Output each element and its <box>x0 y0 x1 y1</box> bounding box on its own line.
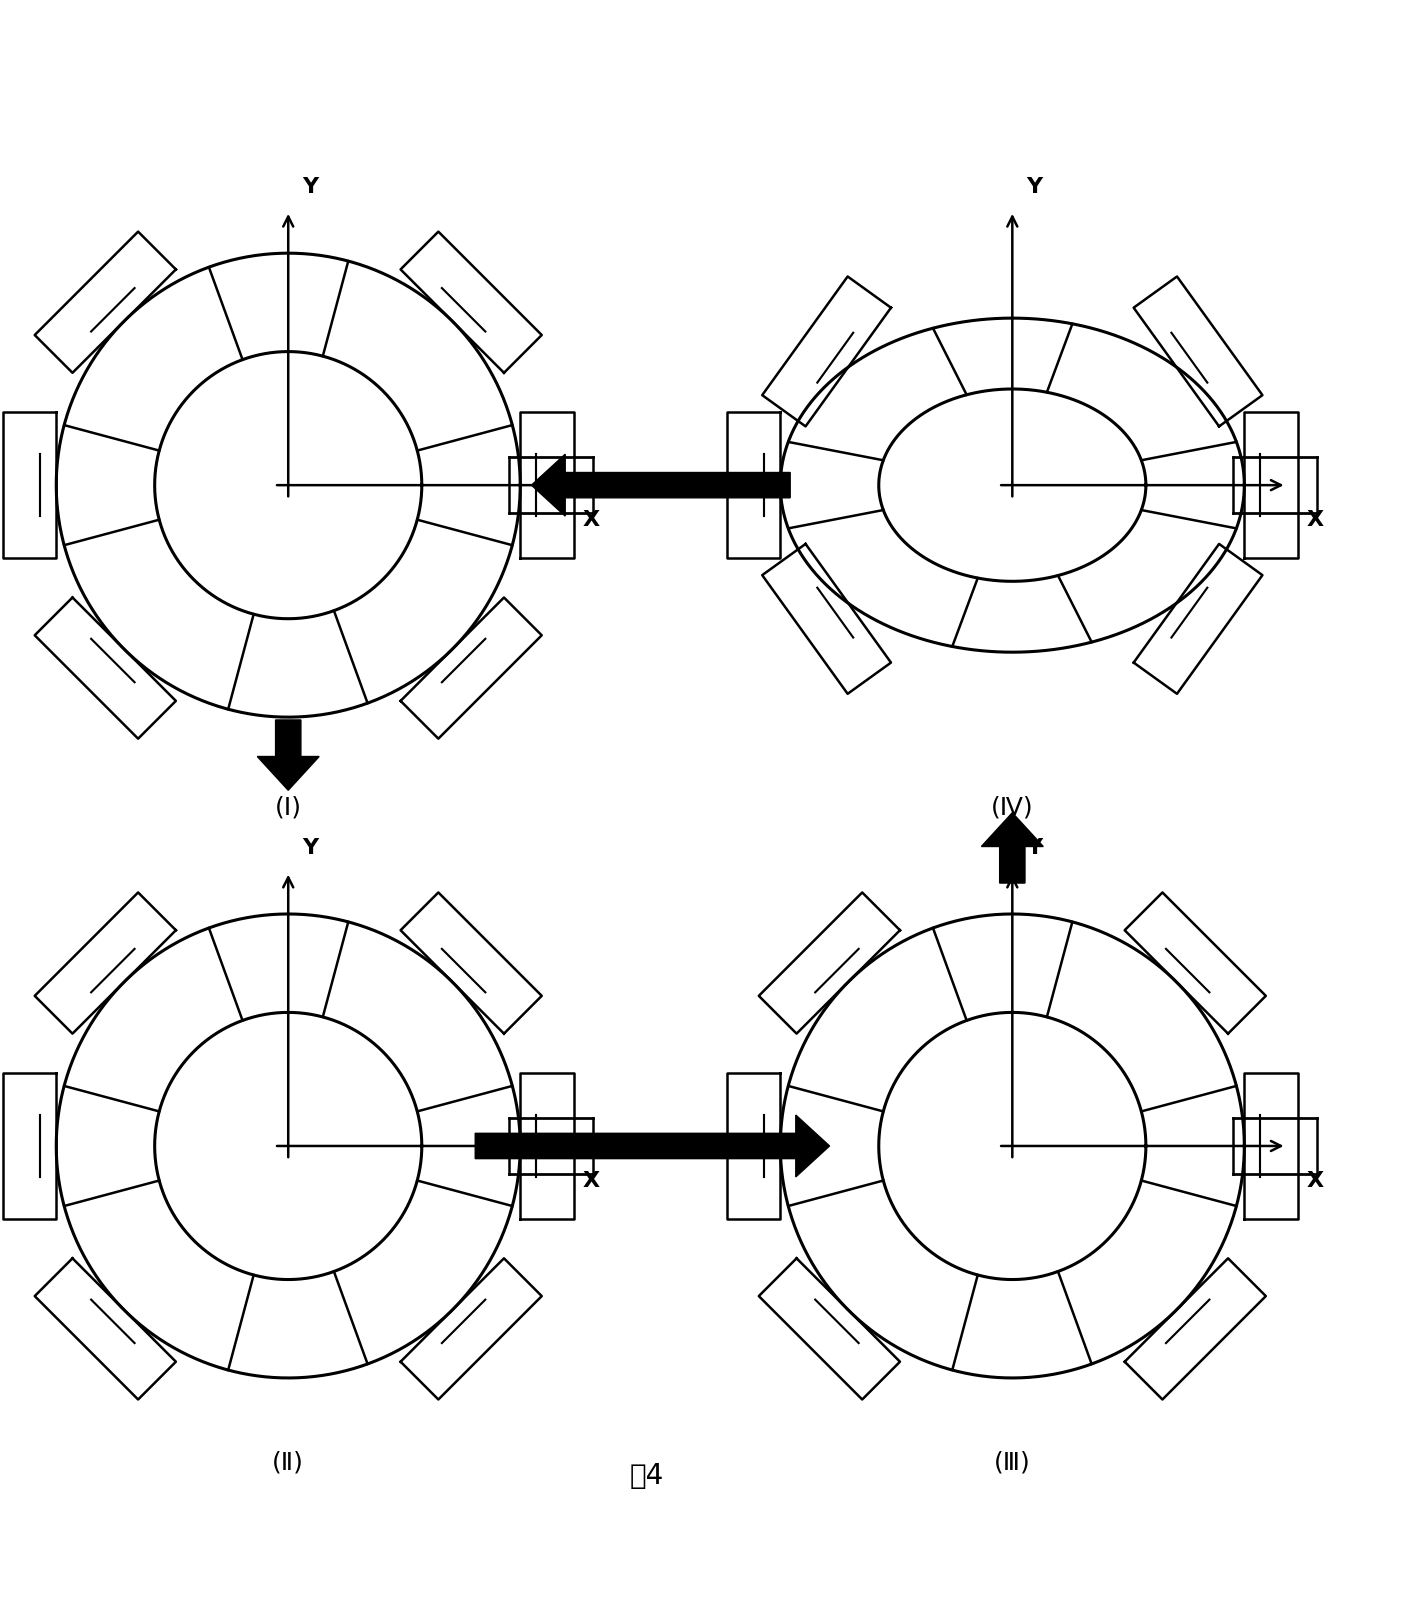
FancyArrow shape <box>475 1116 830 1177</box>
FancyArrow shape <box>531 454 790 516</box>
Text: (Ⅰ): (Ⅰ) <box>274 795 302 819</box>
Text: X: X <box>582 510 599 531</box>
Text: X: X <box>1306 1172 1323 1191</box>
Text: X: X <box>582 1172 599 1191</box>
Text: (Ⅲ): (Ⅲ) <box>994 1451 1031 1475</box>
FancyArrow shape <box>981 813 1043 883</box>
Text: X: X <box>1306 510 1323 531</box>
Text: Y: Y <box>302 838 318 858</box>
Text: (Ⅳ): (Ⅳ) <box>991 795 1033 819</box>
Text: 图4: 图4 <box>630 1462 664 1491</box>
Text: Y: Y <box>302 176 318 197</box>
Text: Y: Y <box>1026 838 1042 858</box>
Text: (Ⅱ): (Ⅱ) <box>273 1451 304 1475</box>
FancyArrow shape <box>257 720 319 790</box>
Text: Y: Y <box>1026 176 1042 197</box>
